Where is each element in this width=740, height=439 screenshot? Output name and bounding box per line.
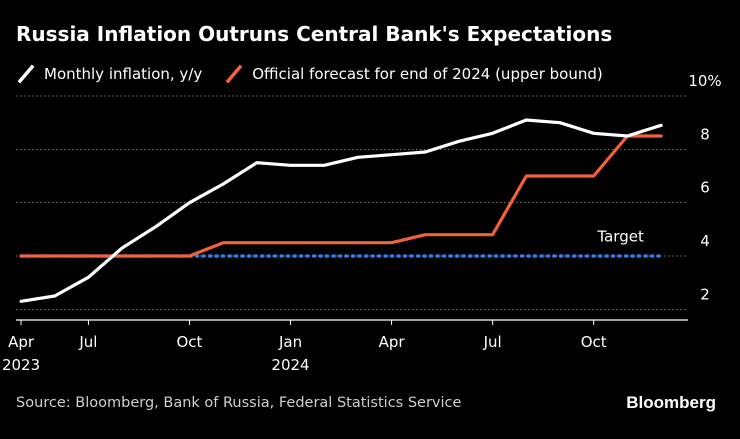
tick-labels: 2 4 6 8 10% Apr 2023 Jul Oct Jan 2024 Apr Jul Oct Targ… [2, 72, 722, 374]
gridlines [16, 95, 688, 310]
x-tick-label-oct: Oct [177, 333, 203, 351]
x-tick-year-2023: 2023 [2, 356, 40, 374]
y-tick-label-10: 10% [688, 72, 721, 90]
series-line-monthly-inflation-y-y [19, 118, 663, 303]
x-tick-label-jul: Jul [483, 333, 502, 351]
y-tick-label-2: 2 [700, 285, 710, 303]
x-tick-label-apr: Apr [379, 333, 406, 351]
x-tick-label-jul: Jul [78, 333, 97, 351]
annotation-target: Target [596, 227, 644, 245]
x-axis [16, 319, 688, 325]
x-tick-year-2024: 2024 [271, 356, 309, 374]
legend: Monthly inflation, y/y Official forecast… [16, 63, 625, 85]
legend-label-monthly-inflation: Monthly inflation, y/y [44, 65, 203, 83]
legend-slash-icon-white [17, 64, 35, 84]
series-line-official-forecast-for-end-of-2024-upper-bound [19, 134, 663, 258]
x-tick-label-jan: Jan [278, 333, 302, 351]
bloomberg-logo: Bloomberg [626, 393, 716, 412]
y-tick-label-4: 4 [700, 232, 710, 250]
x-tick-label-oct: Oct [581, 333, 607, 351]
chart-title: Russia Inflation Outruns Central Bank's … [16, 22, 613, 46]
series [19, 118, 663, 303]
legend-label-official-forecast: Official forecast for end of 2024 (upper… [252, 65, 603, 83]
y-tick-label-6: 6 [700, 179, 710, 197]
legend-item-monthly-inflation: Monthly inflation, y/y [16, 64, 202, 84]
y-tick-label-8: 8 [700, 125, 710, 143]
legend-item-official-forecast: Official forecast for end of 2024 (upper… [224, 64, 603, 84]
source-note: Source: Bloomberg, Bank of Russia, Feder… [16, 395, 462, 411]
x-tick-label-apr: Apr [8, 333, 35, 351]
legend-slash-icon-orange [225, 64, 243, 84]
